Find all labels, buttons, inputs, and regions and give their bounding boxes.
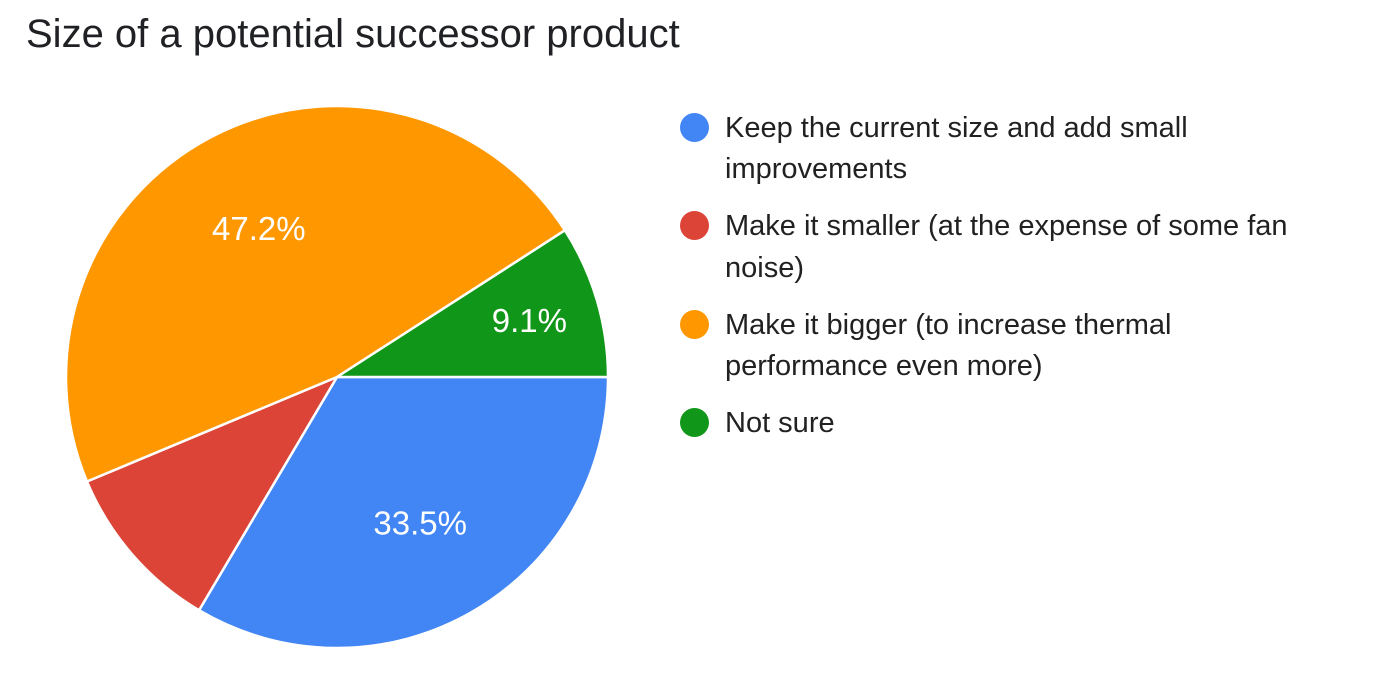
- pie-chart: 33.5% 47.2% 9.1%: [64, 104, 610, 650]
- legend-label: Make it bigger (to increase thermal perf…: [725, 308, 1172, 382]
- pie-slice-2[interactable]: [64, 104, 567, 483]
- legend-swatch-icon: [680, 211, 709, 241]
- legend-swatch-icon: [680, 309, 709, 339]
- legend-item-1: Make it smaller (at the expense of some …: [680, 206, 1320, 288]
- legend-item-2: Make it bigger (to increase thermal perf…: [680, 305, 1320, 387]
- pie-slice-percentage-label: 9.1%: [492, 302, 567, 339]
- legend: Keep the current size and add small impr…: [680, 108, 1320, 444]
- chart-title: Size of a potential successor product: [26, 12, 680, 56]
- pie-slice-percentage-label: 33.5%: [373, 504, 467, 541]
- legend-swatch-icon: [680, 113, 709, 142]
- legend-label: Make it smaller (at the expense of some …: [725, 210, 1288, 284]
- legend-item-3: Not sure: [680, 403, 1320, 444]
- pie-slice-percentage-label: 47.2%: [212, 210, 306, 247]
- pie-slice-3[interactable]: [335, 229, 610, 379]
- legend-swatch-icon: [680, 408, 709, 438]
- legend-item-0: Keep the current size and add small impr…: [680, 108, 1320, 190]
- pie-slice-0[interactable]: [197, 375, 610, 650]
- pie-slice-1[interactable]: [85, 375, 339, 612]
- legend-label: Keep the current size and add small impr…: [725, 112, 1188, 186]
- legend-label: Not sure: [725, 407, 835, 440]
